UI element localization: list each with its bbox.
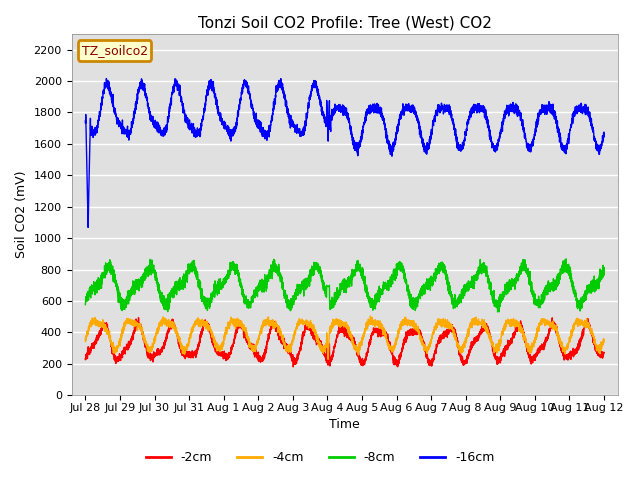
Title: Tonzi Soil CO2 Profile: Tree (West) CO2: Tonzi Soil CO2 Profile: Tree (West) CO2 xyxy=(198,15,492,30)
Legend: TZ_soilco2: TZ_soilco2 xyxy=(78,40,152,60)
X-axis label: Time: Time xyxy=(330,419,360,432)
Legend: -2cm, -4cm, -8cm, -16cm: -2cm, -4cm, -8cm, -16cm xyxy=(141,446,499,469)
Y-axis label: Soil CO2 (mV): Soil CO2 (mV) xyxy=(15,171,28,258)
